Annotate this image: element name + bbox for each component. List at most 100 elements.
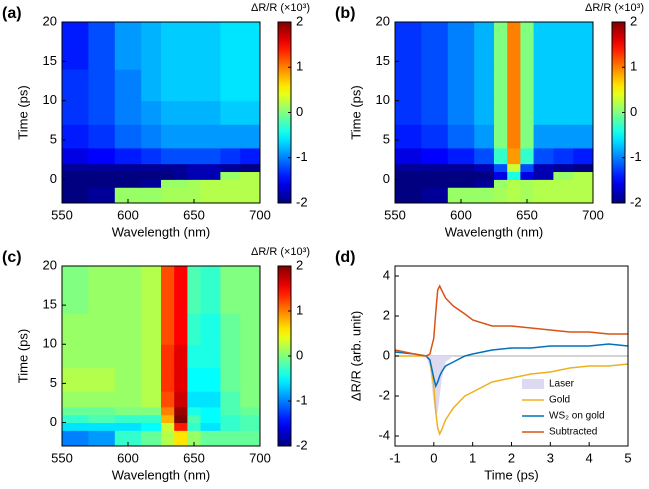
colorbar-tick-label: 0: [296, 104, 303, 119]
heatmap-cell: [161, 45, 175, 70]
heatmap-cell: [553, 69, 574, 102]
heatmap-cell: [220, 100, 241, 125]
heatmap-cell: [240, 100, 261, 125]
heatmap-cell: [421, 69, 449, 102]
heatmap-cell: [200, 45, 221, 70]
heatmap-cell: [141, 147, 162, 165]
heatmap-cell: [447, 147, 475, 165]
y-tick-label: 10: [43, 92, 57, 107]
heatmap-cell: [533, 179, 554, 188]
heatmap-cell: [62, 187, 89, 204]
panel-label: (b): [335, 5, 355, 22]
heatmap-cell: [240, 422, 261, 431]
heatmap-cell: [507, 69, 521, 102]
heatmap-cell: [174, 45, 188, 70]
colorbar-tick-label: -1: [296, 392, 308, 407]
heatmap-cell: [553, 100, 574, 125]
heatmap-cell: [494, 147, 508, 165]
heatmap-cell: [494, 45, 508, 70]
heatmap-cell: [88, 179, 116, 188]
heatmap-cell: [240, 344, 261, 369]
heatmap-cell: [220, 414, 241, 424]
heatmap-cell: [200, 147, 221, 165]
heatmap-cell: [533, 100, 554, 125]
heatmap-cell: [174, 367, 188, 392]
heatmap-cell: [161, 406, 175, 416]
y-axis-label: ΔR/R (arb. unit): [348, 311, 363, 401]
heatmap-cell: [62, 367, 89, 392]
y-tick-label: 20: [43, 257, 57, 272]
heatmap-cell: [88, 124, 116, 149]
heatmap-cell: [114, 22, 142, 47]
heatmap-cell: [553, 171, 574, 180]
plot-frame: [394, 21, 594, 204]
heatmap-cell: [174, 422, 188, 431]
heatmap-cell: [240, 289, 261, 314]
legend-label: WS₂ on gold: [549, 411, 605, 422]
heatmap-cell: [62, 171, 89, 180]
x-axis-label: Wavelength (nm): [445, 224, 544, 239]
y-tick-label: 5: [383, 131, 390, 146]
heatmap-cell: [421, 187, 449, 204]
heatmap-cell: [161, 187, 175, 204]
heatmap-cell: [220, 266, 241, 290]
heatmap-cell: [507, 124, 521, 149]
heatmap-cell: [395, 187, 422, 204]
x-tick-label: 650: [516, 207, 538, 222]
x-tick-label: 550: [51, 207, 73, 222]
heatmap-cell: [141, 289, 162, 314]
heatmap-cell: [447, 179, 475, 188]
heatmap-cell: [553, 124, 574, 149]
y-tick-label: 0: [50, 171, 57, 186]
heatmap-cell: [141, 69, 162, 102]
heatmap-cell: [114, 367, 142, 392]
heatmap-cell: [62, 179, 89, 188]
heatmap-cell: [141, 124, 162, 149]
x-tick-label: 1: [469, 450, 476, 465]
heatmap-cell: [200, 289, 221, 314]
y-axis-label: Time (ps): [348, 85, 363, 139]
heatmap-cell: [88, 45, 116, 70]
heatmap-cell: [187, 367, 202, 392]
heatmap-cell: [187, 171, 202, 180]
heatmap-cell: [88, 430, 116, 447]
heatmap-cell: [494, 69, 508, 102]
heatmap-cell: [62, 289, 89, 314]
heatmap-cell: [114, 312, 142, 345]
heatmap-cell: [220, 187, 241, 204]
colorbar-tick-label: 1: [296, 59, 303, 74]
heatmap-cell: [520, 147, 535, 165]
heatmap-cell: [240, 391, 261, 408]
heatmap-cell: [88, 147, 116, 165]
heatmap-cell: [240, 406, 261, 416]
heatmap-cell: [187, 124, 202, 149]
heatmap-cell: [88, 312, 116, 345]
y-tick-label: 20: [43, 13, 57, 28]
heatmap-cell: [507, 179, 521, 188]
heatmap-cell: [421, 45, 449, 70]
heatmap-cell: [520, 163, 535, 173]
heatmap-cell: [88, 367, 116, 392]
heatmap-cell: [573, 22, 594, 47]
heatmap-cell: [114, 45, 142, 70]
heatmap-cell: [141, 22, 162, 47]
heatmap-cell: [62, 414, 89, 424]
heatmap-cell: [220, 69, 241, 102]
heatmap-cell: [114, 430, 142, 447]
heatmap-cell: [220, 406, 241, 416]
x-tick-label: 550: [384, 207, 406, 222]
x-tick-label: 700: [249, 450, 271, 465]
heatmap-cell: [395, 22, 422, 47]
x-tick-label: 3: [547, 450, 554, 465]
heatmap-cell: [200, 124, 221, 149]
heatmap-cell: [474, 179, 495, 188]
heatmap-cell: [200, 171, 221, 180]
heatmap-cell: [395, 45, 422, 70]
heatmap-cell: [220, 179, 241, 188]
y-tick-label: 5: [50, 375, 57, 390]
heatmap-cell: [141, 344, 162, 369]
heatmap-cell: [141, 187, 162, 204]
heatmap-cell: [220, 163, 241, 173]
heatmap-cell: [62, 406, 89, 416]
heatmap-cell: [141, 391, 162, 408]
